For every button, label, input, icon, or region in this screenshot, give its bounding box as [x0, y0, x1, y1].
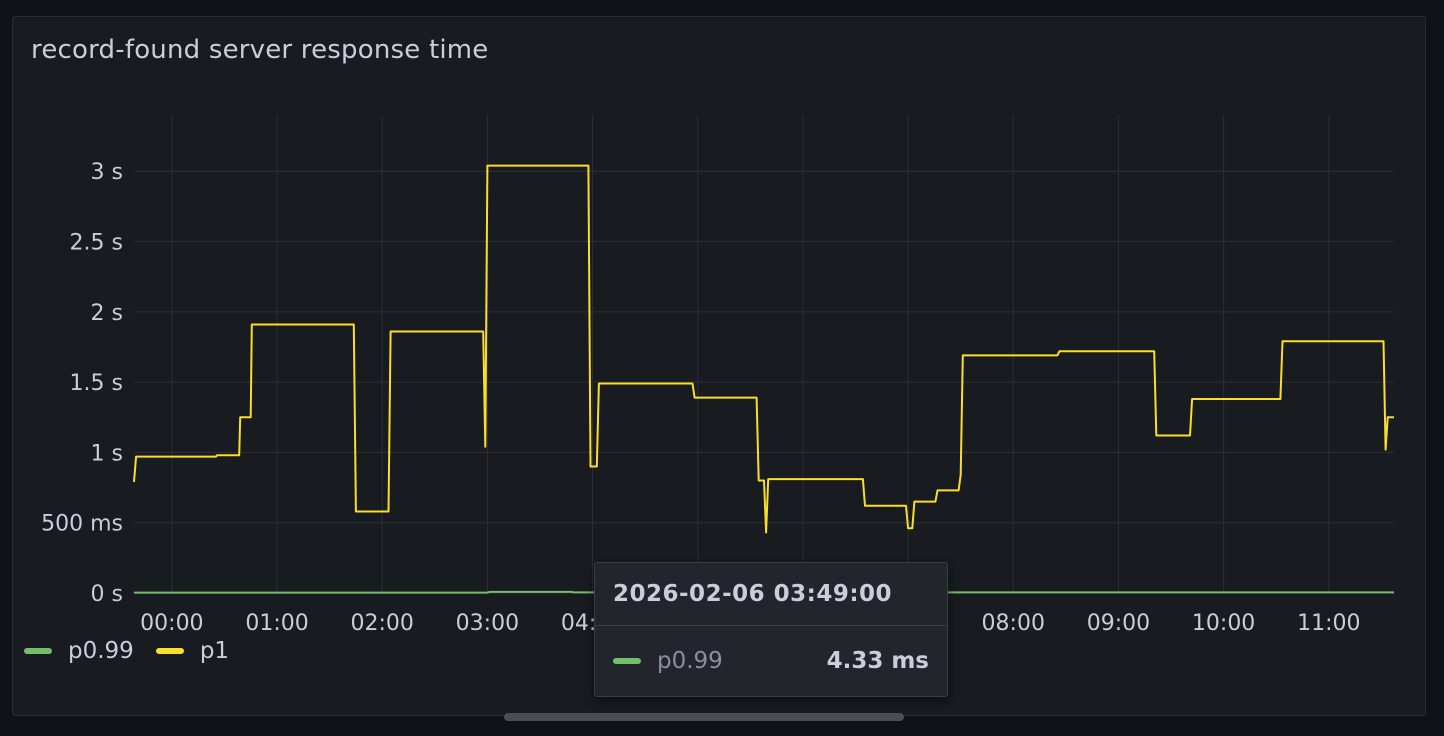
y-tick-label: 2.5 s	[70, 231, 123, 256]
x-tick-label: 01:00	[245, 611, 308, 636]
x-tick-label: 08:00	[982, 611, 1045, 636]
tooltip-row: p0.99 4.33 ms	[595, 626, 947, 696]
x-tick-label: 03:00	[456, 611, 519, 636]
x-tick-label: 11:00	[1297, 611, 1360, 636]
x-tick-label: 02:00	[351, 611, 414, 636]
legend-item-p1[interactable]: p1	[155, 638, 230, 664]
y-tick-label: 0 s	[91, 582, 123, 607]
y-tick-label: 1 s	[91, 441, 123, 466]
legend-label-p099: p0.99	[68, 638, 134, 664]
panel-title: record-found server response time	[31, 35, 489, 65]
tooltip-series-name: p0.99	[657, 648, 723, 674]
hover-tooltip: 2026-02-06 03:49:00 p0.99 4.33 ms	[594, 562, 948, 697]
horizontal-scrollbar[interactable]	[504, 713, 904, 721]
legend: p0.99 p1	[24, 638, 229, 664]
y-tick-label: 3 s	[91, 160, 123, 185]
y-tick-label: 1.5 s	[70, 371, 123, 396]
x-tick-label: 10:00	[1192, 611, 1255, 636]
legend-swatch-p1	[155, 648, 184, 654]
series-line-p1	[133, 164, 1394, 534]
y-tick-label: 2 s	[91, 301, 123, 326]
x-tick-label: 00:00	[140, 611, 203, 636]
x-tick-label: 09:00	[1087, 611, 1150, 636]
tooltip-timestamp: 2026-02-06 03:49:00	[595, 563, 947, 626]
legend-label-p1: p1	[199, 638, 230, 664]
tooltip-series-swatch	[613, 658, 641, 664]
y-tick-label: 500 ms	[41, 512, 123, 537]
legend-swatch-p099	[24, 648, 52, 654]
tooltip-series-value: 4.33 ms	[826, 648, 929, 674]
legend-item-p099[interactable]: p0.99	[24, 638, 134, 664]
